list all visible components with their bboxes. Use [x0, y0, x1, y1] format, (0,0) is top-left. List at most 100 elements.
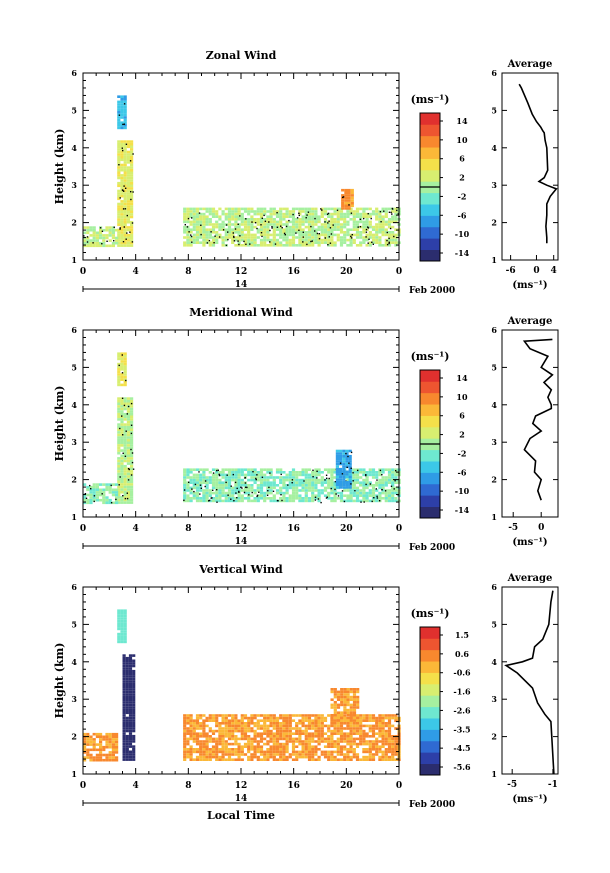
heatmap-cell [111, 740, 115, 744]
heatmap-cell [381, 481, 385, 484]
heatmap-cell [349, 491, 353, 495]
heatmap-cell [240, 212, 244, 216]
heatmap-cell [330, 740, 334, 743]
heatmap-cell [349, 228, 353, 231]
heatmap-cell [394, 486, 398, 490]
contour-speck [350, 451, 353, 454]
heatmap-cell [102, 234, 106, 237]
heatmap-cell [130, 145, 134, 149]
contour-speck [226, 474, 228, 476]
heatmap-cell [291, 207, 296, 211]
heatmap-cell [266, 748, 270, 751]
heatmap-cell [346, 693, 350, 696]
heatmap-cell [307, 750, 312, 754]
heatmap-cell [218, 494, 222, 497]
contour-speck [396, 209, 398, 212]
heatmap-cell [250, 241, 254, 244]
heatmap-cell [355, 494, 360, 497]
heatmap-cell [311, 484, 315, 487]
heatmap-cell [394, 719, 398, 722]
heatmap-cell [130, 459, 134, 463]
heatmap-cell [192, 727, 196, 730]
heatmap-cell [83, 758, 87, 762]
heatmap-cell [247, 478, 251, 482]
heatmap-cell [348, 457, 352, 461]
heatmap-cell [359, 494, 363, 497]
heatmap-cell [253, 499, 257, 503]
heatmap-cell [371, 491, 376, 495]
heatmap-cell [384, 484, 388, 487]
heatmap-cell [227, 210, 232, 213]
x-tick-label: 4 [133, 524, 139, 534]
heatmap-cell [301, 218, 305, 221]
heatmap-cell [378, 241, 382, 244]
heatmap-cell [224, 497, 228, 500]
heatmap-cell [368, 714, 372, 717]
heatmap-cell [240, 497, 244, 500]
heatmap-cell [378, 231, 382, 234]
heatmap-cell [371, 716, 376, 720]
heatmap-cell [327, 220, 331, 224]
contour-speck [101, 230, 104, 232]
heatmap-cell [362, 473, 366, 477]
contour-speck [124, 497, 127, 500]
heatmap-cell [231, 241, 235, 244]
heatmap-cell [205, 716, 209, 720]
avg-x-tick-label: -5 [508, 523, 518, 533]
contour-speck [390, 211, 392, 214]
heatmap-cell [234, 220, 238, 224]
contour-speck [370, 217, 372, 220]
heatmap-cell [132, 727, 136, 730]
heatmap-cell [130, 220, 134, 224]
heatmap-cell [291, 215, 296, 218]
contour-speck [119, 427, 121, 430]
heatmap-cell [234, 236, 238, 239]
heatmap-cell [381, 727, 385, 730]
heatmap-cell [291, 491, 296, 495]
heatmap-cell [208, 233, 212, 237]
contour-speck [350, 467, 352, 469]
heatmap-cell [123, 124, 127, 127]
heatmap-cell [195, 484, 200, 487]
heatmap-cell [102, 758, 106, 762]
contour-speck [287, 484, 289, 486]
heatmap-cell [132, 753, 136, 756]
heatmap-cell [237, 499, 241, 503]
heatmap-cell [215, 476, 219, 479]
heatmap-cell [120, 619, 124, 623]
heatmap-cell [86, 485, 90, 489]
heatmap-cell [117, 609, 121, 612]
heatmap-cell [263, 719, 267, 722]
heatmap-cell [269, 215, 273, 218]
heatmap-cell [314, 223, 318, 226]
heatmap-cell [120, 220, 124, 224]
heatmap-cell [256, 484, 260, 487]
heatmap-cell [125, 724, 129, 728]
heatmap-cell [304, 225, 308, 229]
heatmap-cell [128, 708, 133, 712]
heatmap-cell [195, 215, 200, 218]
heatmap-cell [359, 489, 363, 492]
heatmap-cell [343, 711, 347, 714]
heatmap-cell [307, 468, 312, 471]
heatmap-cell [343, 753, 347, 756]
heatmap-cell [117, 462, 121, 465]
heatmap-cell [123, 145, 127, 149]
heatmap-cell [304, 494, 308, 497]
heatmap-cell [298, 241, 302, 244]
heatmap-cell [123, 470, 127, 473]
heatmap-cell [359, 724, 363, 728]
heatmap-cell [130, 415, 134, 419]
heatmap-cell [130, 168, 134, 172]
heatmap-cell [123, 197, 127, 201]
contour-speck [251, 491, 253, 494]
heatmap-cell [102, 748, 106, 752]
heatmap-cell [259, 727, 264, 730]
heatmap-cell [202, 476, 206, 479]
heatmap-cell [311, 244, 315, 247]
heatmap-cell [298, 228, 302, 231]
contour-speck [123, 404, 126, 407]
heatmap-cell [352, 478, 356, 482]
heatmap-cell [298, 714, 302, 717]
heatmap-cell [205, 748, 209, 751]
